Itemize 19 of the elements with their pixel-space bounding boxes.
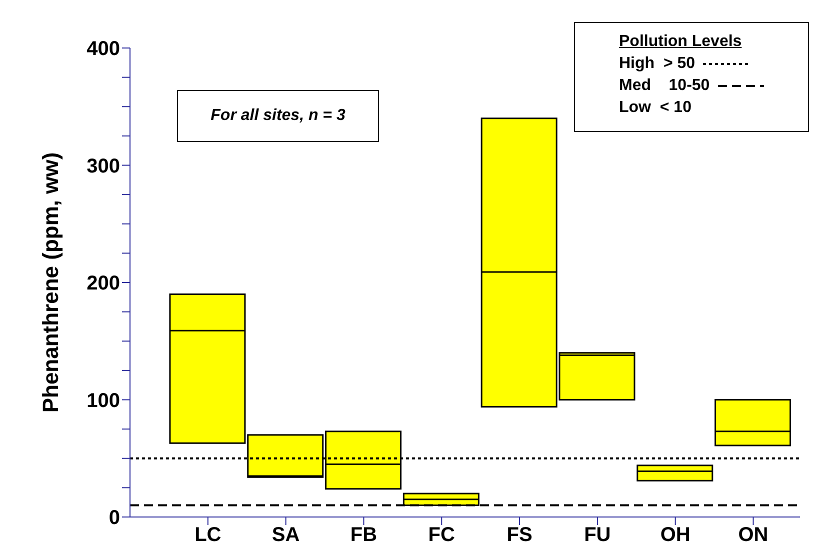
x-tick-label: LC (194, 524, 222, 546)
y-tick-label: 100 (86, 390, 120, 412)
x-tick-label: FS (506, 524, 532, 546)
note-box: For all sites, n = 3 (177, 90, 379, 142)
y-tick-label: 200 (86, 272, 120, 295)
y-tick-label: 400 (86, 38, 120, 60)
legend-label: High > 50 (619, 55, 696, 73)
x-tick-label: FC (428, 524, 455, 546)
x-tick-label: FB (350, 524, 378, 546)
y-axis-title: Phenanthrene (ppm, ww) (38, 152, 63, 413)
legend-title: Pollution Levels (619, 33, 743, 51)
x-tick-label: OH (660, 524, 690, 546)
annotation: Low < 10 (619, 98, 692, 118)
legend-label: Med 10-50 (619, 77, 710, 95)
x-tick-label: ON (738, 524, 768, 546)
x-tick-label: FU (584, 524, 611, 546)
x-tick-label: SA (272, 524, 300, 546)
y-tick-label: 0 (108, 507, 120, 530)
y-tick-label: 300 (86, 155, 120, 178)
